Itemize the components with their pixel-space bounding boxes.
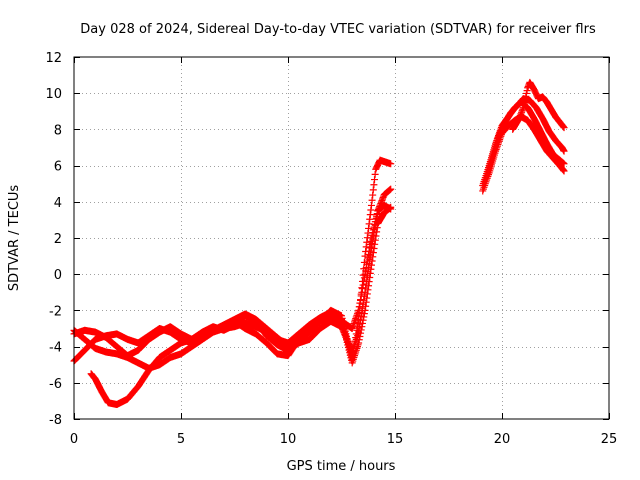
y-tick-label: 4 xyxy=(54,196,62,211)
x-tick-label: 5 xyxy=(177,432,185,447)
y-tick-label: 8 xyxy=(54,123,62,138)
data-series-track-4 xyxy=(87,203,395,409)
y-tick-label: -2 xyxy=(49,304,62,319)
y-tick-label: -6 xyxy=(49,377,62,392)
data-series-track-7 xyxy=(481,95,568,186)
y-tick-label: -8 xyxy=(49,413,62,428)
data-point-markers xyxy=(509,78,568,133)
y-tick-label: 0 xyxy=(54,268,62,283)
chart-title: Day 028 of 2024, Sidereal Day-to-day VTE… xyxy=(80,22,596,37)
y-tick-label: 12 xyxy=(45,51,62,66)
x-tick-label: 0 xyxy=(70,432,78,447)
y-tick-label: -4 xyxy=(49,341,62,356)
x-tick-label: 15 xyxy=(387,432,404,447)
x-tick-label: 25 xyxy=(601,432,618,447)
y-tick-label: 10 xyxy=(45,87,62,102)
data-point-markers xyxy=(87,203,395,409)
data-series-track-8 xyxy=(509,78,568,133)
data-point-markers xyxy=(481,95,568,186)
x-tick-label: 20 xyxy=(494,432,511,447)
x-axis-label: GPS time / hours xyxy=(287,459,396,474)
axes: 0 5 10 15 20 25 -8 -6 -4 -2 0 2 4 6 8 10 12 xyxy=(45,51,617,447)
y-axis-label: SDTVAR / TECUs xyxy=(7,185,22,292)
grid-lines xyxy=(74,57,609,419)
y-tick-label: 2 xyxy=(54,232,62,247)
x-tick-label: 10 xyxy=(280,432,297,447)
data-points xyxy=(70,78,568,409)
y-tick-label: 6 xyxy=(54,160,62,175)
